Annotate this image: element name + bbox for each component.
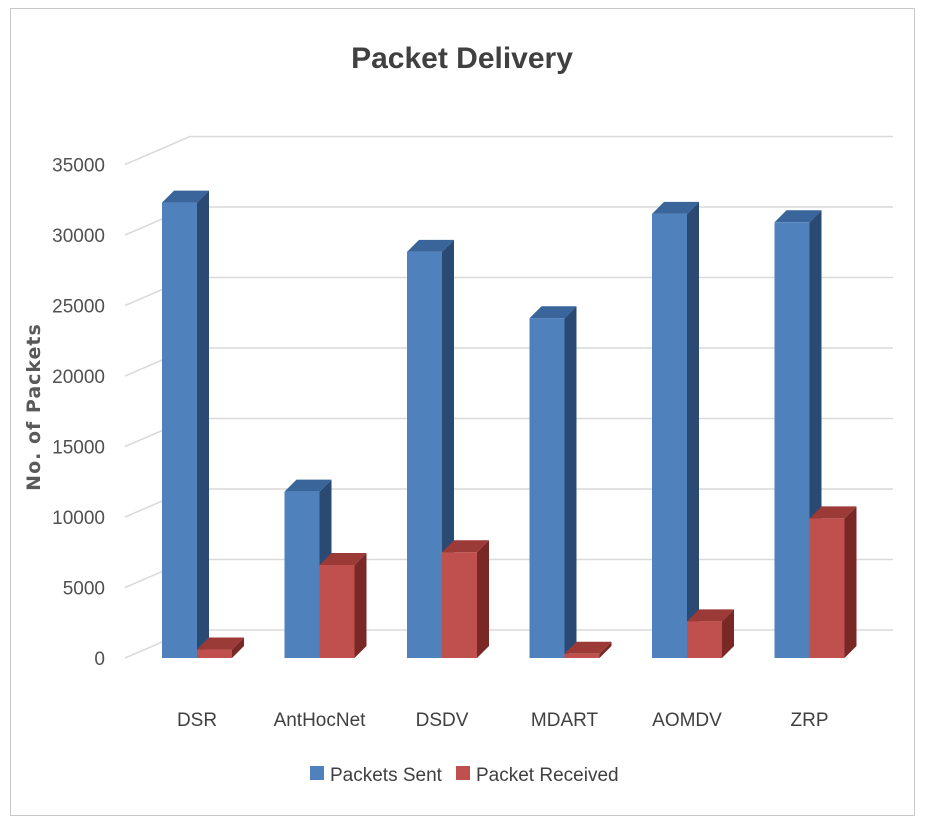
bar-top (284, 479, 332, 492)
bar-received (319, 552, 367, 658)
bar-front (319, 564, 355, 658)
bar-top (809, 506, 857, 519)
y-tick-label: 30000 (52, 226, 105, 247)
bar-sent (162, 190, 209, 658)
bar-top (442, 540, 489, 553)
bar-front (774, 222, 810, 658)
chart-title: Packet Delivery (351, 42, 573, 75)
bar-top (652, 201, 699, 214)
legend-item: Packets Sent (310, 765, 443, 786)
bar-front (407, 251, 442, 659)
bar-front (162, 202, 197, 658)
bar-received (564, 641, 612, 658)
bar-side (722, 609, 734, 658)
bar-front (197, 649, 232, 658)
x-tick-label: DSR (177, 710, 217, 731)
bar-top (319, 552, 367, 565)
bar-received (809, 506, 857, 658)
bar-side (844, 506, 857, 658)
legend-label: Packets Sent (330, 765, 443, 786)
bar-top (407, 239, 454, 252)
x-tick-label: ZRP (791, 710, 829, 731)
x-tick-label: AntHocNet (274, 710, 367, 731)
y-tick-label: 0 (94, 649, 105, 670)
y-tick-label: 5000 (63, 579, 105, 600)
chart-frame (10, 8, 915, 816)
bar-top (529, 306, 577, 319)
legend-item: Packet Received (456, 765, 619, 786)
y-tick-label: 15000 (52, 438, 105, 459)
y-tick-label: 20000 (52, 367, 105, 388)
bar-received (687, 609, 734, 658)
y-tick-label: 35000 (52, 156, 105, 177)
bar-top (197, 637, 244, 650)
y-axis-ticks: 0 5000 10000 15000 20000 25000 30000 35000 (52, 156, 105, 671)
bar-side (687, 201, 699, 658)
bar-side (354, 552, 367, 658)
x-tick-label: AOMDV (652, 710, 722, 731)
bar-side (197, 190, 209, 658)
bar-top (162, 190, 209, 203)
bar-received (442, 540, 489, 658)
bar-top (774, 210, 822, 223)
bar-front (687, 621, 722, 658)
x-axis-ticks: DSR AntHocNet DSDV MDART AOMDV ZRP (177, 710, 829, 731)
bar-received (197, 637, 244, 658)
bar-front (442, 552, 477, 658)
bar-front (564, 653, 600, 658)
legend-swatch (310, 766, 324, 780)
y-axis-label: No. of Packets (23, 323, 45, 491)
bar-front (529, 318, 565, 658)
x-tick-label: DSDV (416, 710, 469, 731)
bar-front (809, 518, 845, 658)
gridline-depth (124, 135, 191, 166)
x-tick-label: MDART (531, 710, 599, 731)
y-tick-label: 25000 (52, 297, 105, 318)
legend-swatch (456, 766, 470, 780)
bar-sent (652, 201, 699, 658)
bar-sent (529, 306, 577, 658)
bars (162, 190, 857, 659)
bar-side (564, 306, 577, 658)
bar-sent (407, 239, 454, 659)
bar-front (652, 213, 687, 658)
legend-label: Packet Received (476, 765, 619, 786)
bar-side (477, 540, 489, 658)
bar-side (599, 641, 612, 658)
legend: Packets Sent Packet Received (310, 765, 619, 786)
bar-top (564, 641, 612, 654)
bar-front (284, 491, 320, 658)
bar-top (687, 609, 734, 622)
bar-side (232, 637, 244, 658)
y-tick-label: 10000 (52, 508, 105, 529)
